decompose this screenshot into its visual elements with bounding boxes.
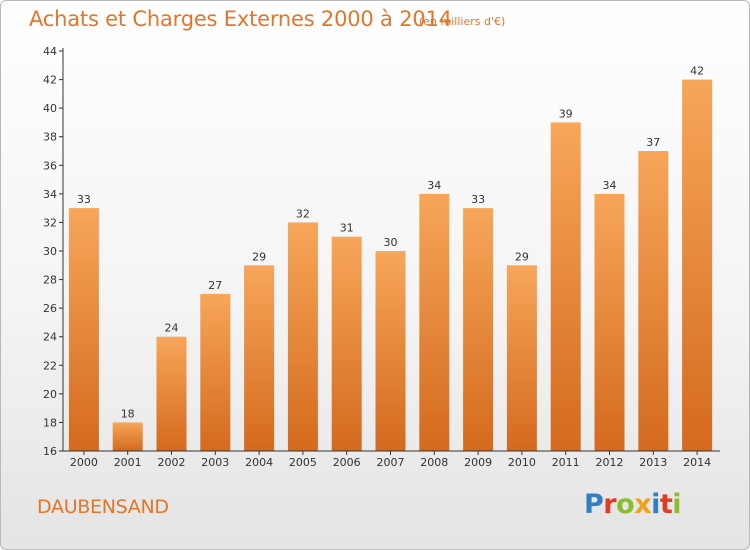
bar-value-label: 31 (340, 222, 354, 235)
y-tick-label: 28 (43, 274, 57, 287)
y-tick-label: 20 (43, 388, 57, 401)
bar-2013 (638, 151, 669, 451)
y-tick-label: 38 (43, 131, 57, 144)
x-tick-label: 2002 (158, 456, 186, 469)
bar-value-label: 27 (208, 279, 222, 292)
bar-value-label: 42 (690, 65, 704, 78)
bar-value-label: 34 (427, 179, 441, 192)
bar-2008 (419, 193, 450, 451)
y-tick-label: 16 (43, 445, 57, 458)
bar-2009 (463, 208, 494, 451)
bar-value-label: 29 (515, 250, 529, 263)
bar-value-label: 24 (165, 322, 179, 335)
chart-unit-note: (en milliers d'€) (419, 15, 506, 28)
bar-2014 (682, 79, 713, 452)
x-tick-label: 2009 (464, 456, 492, 469)
bar-value-label: 39 (559, 107, 573, 120)
bar-2003 (200, 293, 231, 451)
y-tick-label: 36 (43, 159, 57, 172)
bar-value-label: 34 (603, 179, 617, 192)
x-tick-label: 2010 (508, 456, 536, 469)
y-axis: 16 18 20 22 24 26 28 30 32 34 36 38 40 42 44 (43, 45, 64, 458)
bar-2000 (68, 208, 99, 451)
bar-value-label: 37 (646, 136, 660, 149)
y-tick-label: 22 (43, 359, 57, 372)
chart-title: Achats et Charges Externes 2000 à 2014 (29, 7, 452, 31)
bar-2012 (594, 193, 625, 451)
bar-2001 (112, 422, 143, 451)
y-tick-label: 42 (43, 74, 57, 87)
x-tick-label: 2004 (245, 456, 273, 469)
x-tick-label: 2011 (552, 456, 580, 469)
y-tick-label: 24 (43, 331, 57, 344)
bar-2010 (506, 265, 537, 451)
x-axis: 2000 2001 2002 2003 2004 2005 2006 2007 2008 2009… (63, 450, 720, 469)
bar-value-label: 29 (252, 250, 266, 263)
bars: 33 18 24 27 29 32 31 30 34 33 29 39 34 37 42 (68, 65, 713, 452)
x-tick-label: 2005 (289, 456, 317, 469)
x-tick-label: 2007 (377, 456, 405, 469)
x-tick-label: 2012 (596, 456, 624, 469)
proxiti-logo: Proxiti (584, 489, 682, 520)
bar-value-label: 18 (121, 407, 135, 420)
x-tick-label: 2013 (639, 456, 667, 469)
bar-2011 (550, 122, 581, 451)
x-tick-label: 2006 (333, 456, 361, 469)
bar-value-label: 33 (471, 193, 485, 206)
x-tick-label: 2000 (70, 456, 98, 469)
y-tick-label: 30 (43, 245, 57, 258)
y-tick-label: 32 (43, 216, 57, 229)
bar-2006 (331, 236, 362, 451)
bar-2005 (287, 222, 318, 451)
y-tick-label: 34 (43, 188, 57, 201)
y-tick-label: 44 (43, 45, 57, 58)
bar-value-label: 30 (384, 236, 398, 249)
bar-2007 (375, 251, 406, 451)
bar-value-label: 32 (296, 207, 310, 220)
x-tick-label: 2014 (683, 456, 711, 469)
commune-name: DAUBENSAND (37, 496, 169, 518)
y-tick-label: 26 (43, 302, 57, 315)
x-tick-label: 2008 (420, 456, 448, 469)
x-tick-label: 2003 (201, 456, 229, 469)
y-tick-label: 40 (43, 102, 57, 115)
bar-2004 (244, 265, 275, 451)
bar-value-label: 33 (77, 193, 91, 206)
x-tick-label: 2001 (114, 456, 142, 469)
y-tick-label: 18 (43, 416, 57, 429)
bar-2002 (156, 336, 187, 451)
